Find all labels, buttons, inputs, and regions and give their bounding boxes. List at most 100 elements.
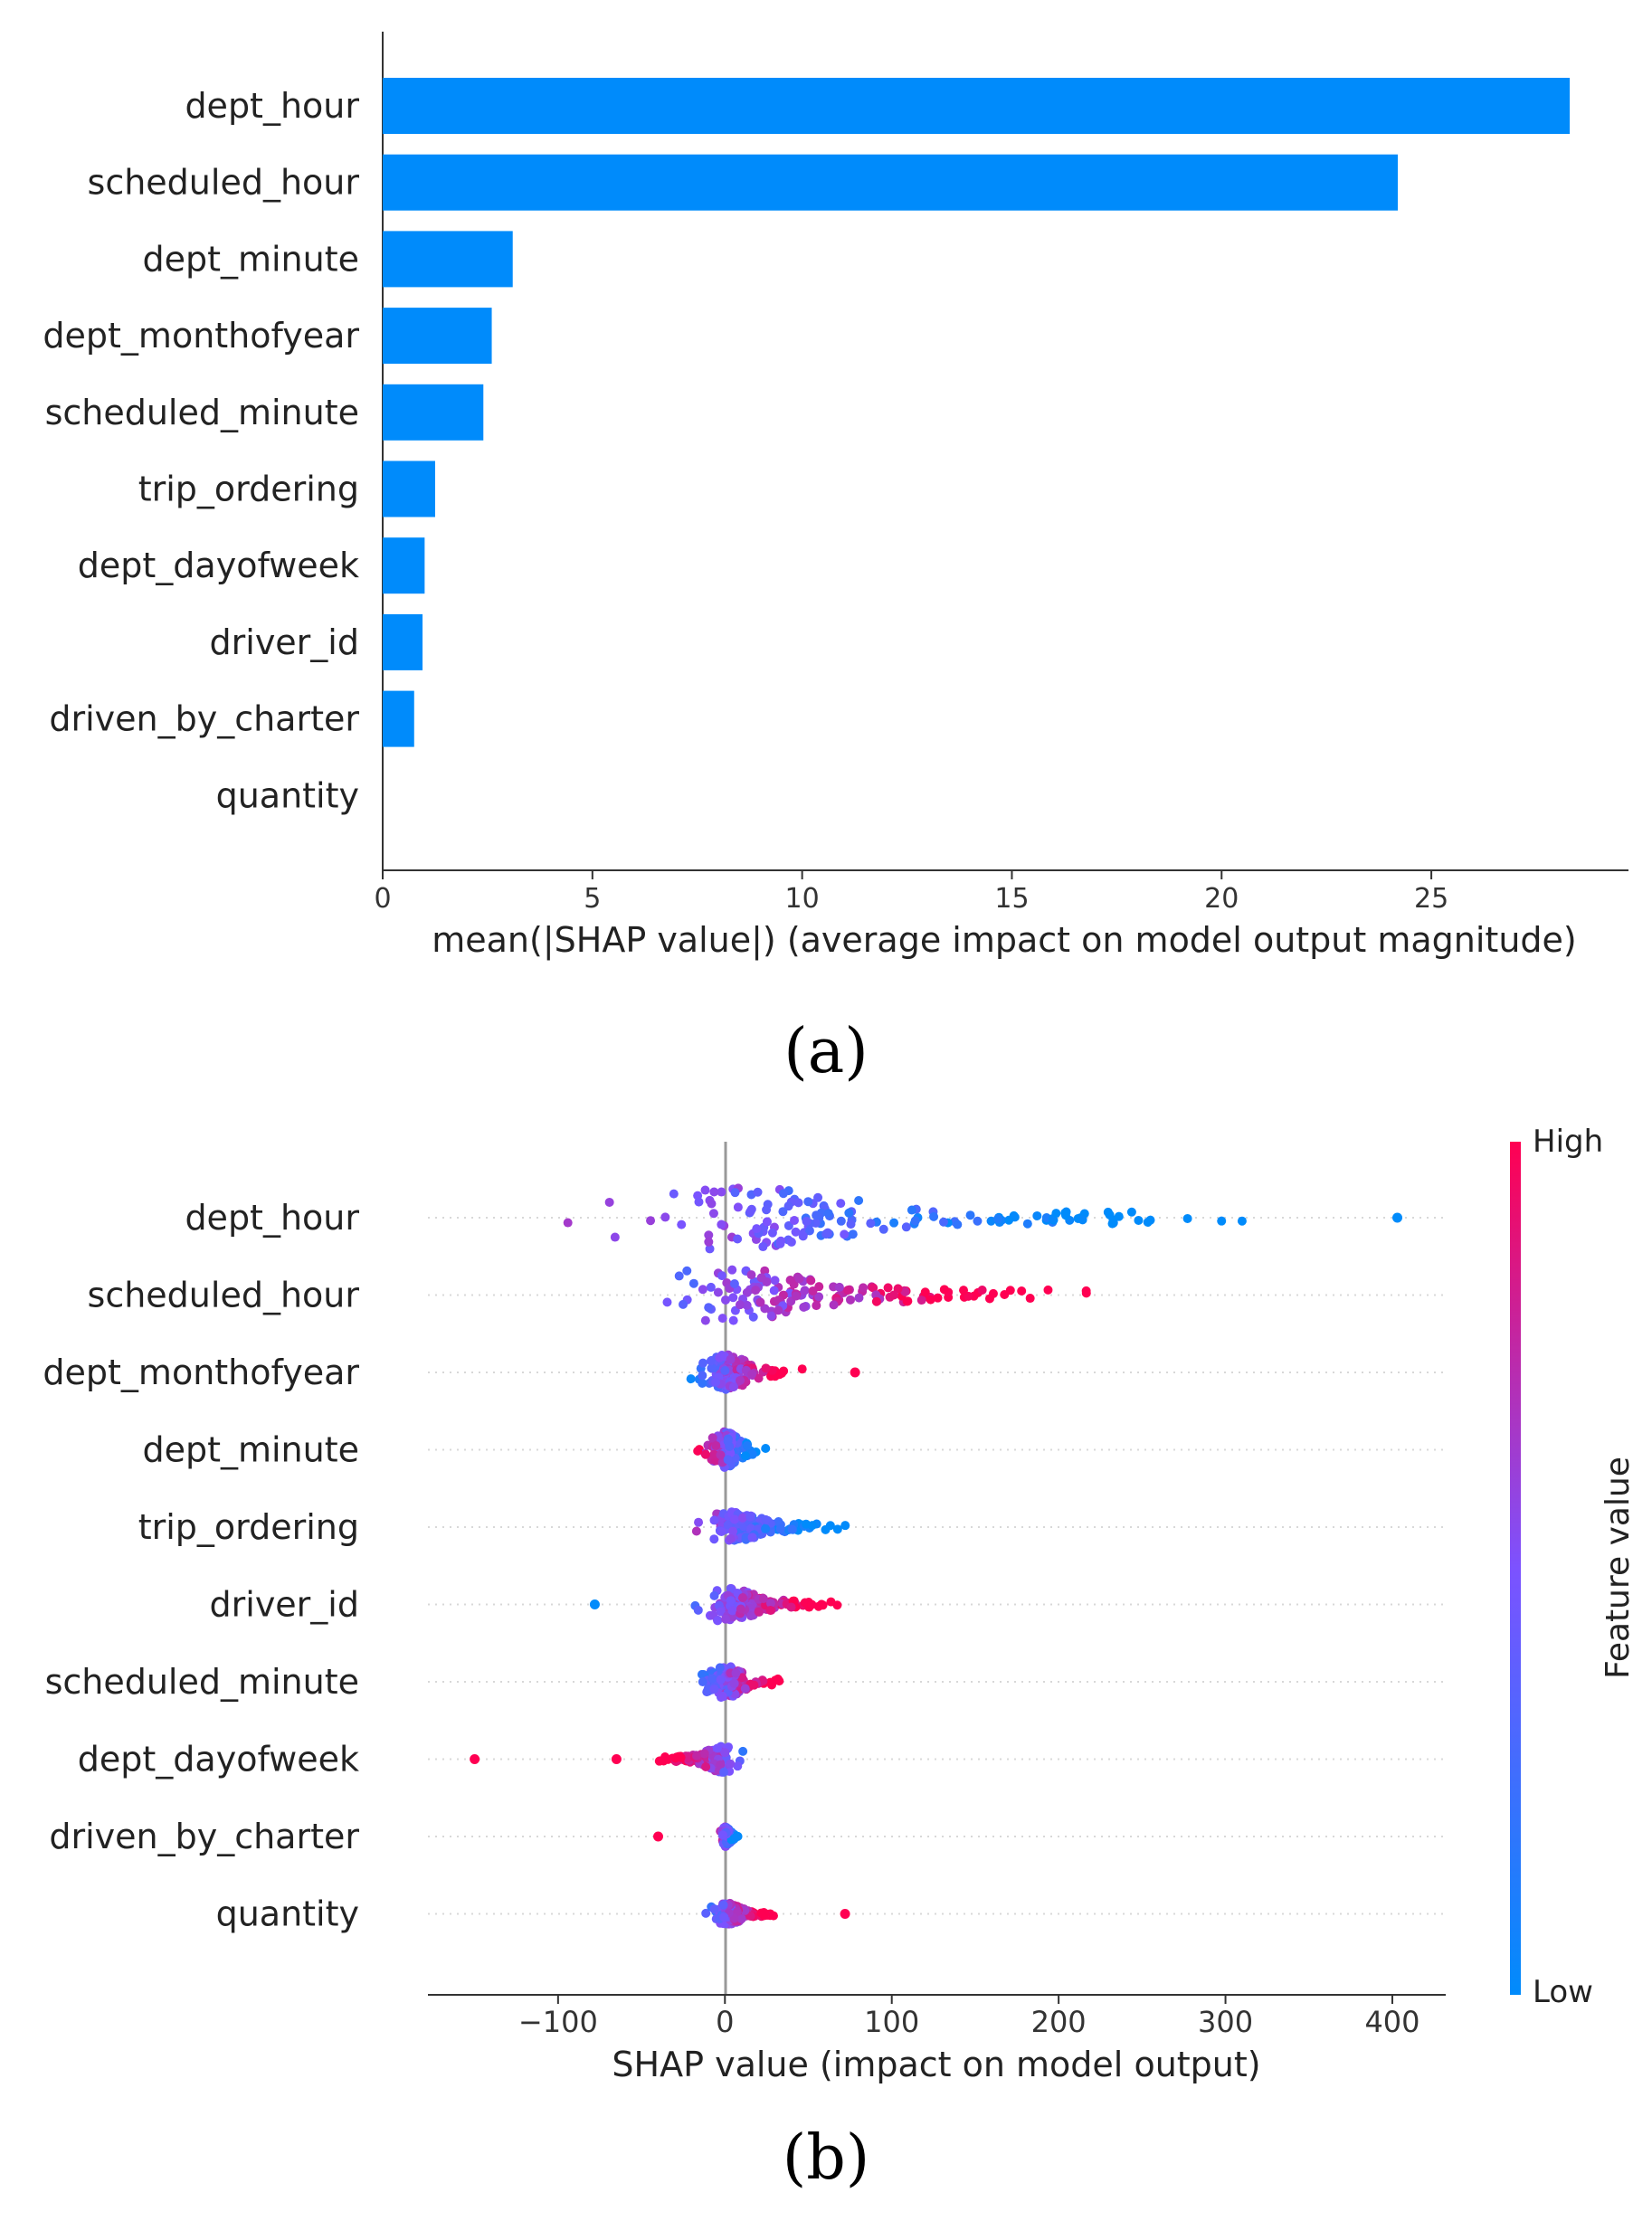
panel-b-dot: [751, 1286, 761, 1296]
panel-b-dot: [1017, 1286, 1027, 1296]
panel-b-dot: [729, 1279, 739, 1289]
panel-a-tick-label-5: 5: [584, 883, 601, 915]
panel-b-dot: [717, 1220, 726, 1229]
panel-b-dot: [733, 1202, 743, 1212]
panel-b-dot: [728, 1382, 738, 1392]
panel-b-dot: [854, 1293, 864, 1303]
panel-b-label-driven_by_charter: driven_by_charter: [49, 1817, 359, 1856]
panel-b-dot: [1060, 1210, 1070, 1220]
panel-b-dot: [745, 1912, 755, 1922]
bar-trip_ordering: [383, 460, 435, 517]
panel-b-tick-label-100: 100: [864, 2005, 919, 2039]
panel-b-dot: [803, 1197, 813, 1207]
bar-dept_monthofyear: [383, 308, 492, 365]
panel-b-dot: [699, 1749, 709, 1759]
panel-b-dot: [769, 1286, 779, 1296]
panel-b-dot: [704, 1303, 714, 1313]
panel-b-dot: [834, 1282, 844, 1292]
panel-b-dot: [731, 1832, 741, 1842]
bar-driven_by_charter: [383, 690, 414, 747]
panel-b-dot: [959, 1286, 969, 1296]
panel-b-dot: [846, 1295, 856, 1305]
panel-b-dot: [929, 1211, 939, 1221]
panel-b-dot: [766, 1311, 776, 1321]
panel-b-dot: [755, 1297, 765, 1307]
panel-b-dot: [683, 1753, 693, 1763]
panel-b-dot: [709, 1534, 719, 1544]
panel-b-dot: [719, 1767, 729, 1777]
panel-a-label-trip_ordering: trip_ordering: [138, 470, 359, 509]
panel-b-dot: [1022, 1219, 1032, 1229]
panel-b-dot: [778, 1207, 788, 1217]
panel-b-dot: [1103, 1207, 1113, 1217]
panel-b-dot: [701, 1761, 711, 1771]
panel-b-dot: [1032, 1210, 1042, 1220]
panel-b-dot: [742, 1441, 752, 1451]
panel-b-dot: [731, 1668, 741, 1678]
panel-b-dot: [709, 1187, 719, 1197]
panel-b-dot: [752, 1224, 762, 1234]
panel-b-dot: [730, 1188, 740, 1198]
panel-b-dot: [682, 1266, 692, 1276]
panel-b-dot: [720, 1748, 730, 1758]
panel-b-dot: [733, 1234, 743, 1244]
panel-b-dot: [720, 1614, 730, 1624]
panel-b-outlier-dot: [850, 1367, 860, 1378]
panel-b-dot: [844, 1208, 854, 1218]
panel-b-dot: [701, 1908, 711, 1918]
panel-b-dot: [709, 1685, 719, 1694]
panel-a-tick-label-20: 20: [1204, 883, 1239, 915]
panel-b-dot: [717, 1691, 727, 1701]
panel-b-dot: [660, 1212, 670, 1222]
panel-b-dot: [729, 1514, 739, 1524]
panel-b-swarm-scheduled_hour: [662, 1265, 1091, 1325]
panel-b-label-quantity: quantity: [216, 1894, 359, 1934]
panel-b-dot: [939, 1285, 949, 1295]
panel-b-dot: [712, 1743, 722, 1753]
panel-b-dot: [889, 1218, 899, 1228]
colorbar: [1510, 1142, 1521, 1995]
panel-b-dot: [747, 1449, 757, 1459]
panel-b-dot: [677, 1220, 687, 1229]
panel-b-dot: [720, 1365, 730, 1375]
panel-b-label-trip_ordering: trip_ordering: [138, 1507, 359, 1547]
panel-b-dot: [738, 1746, 748, 1756]
panel-b-dot: [717, 1314, 727, 1324]
panel-b-dot: [883, 1283, 893, 1293]
panel-b-dot: [674, 1271, 684, 1281]
panel-b-label-dept_minute: dept_minute: [142, 1430, 359, 1470]
panel-a-category-labels: dept_hour scheduled_hour dept_minute dept_m…: [43, 86, 359, 815]
panel-b-label-dept_dayofweek: dept_dayofweek: [78, 1740, 359, 1780]
panel-b-dot: [563, 1218, 573, 1228]
panel-b-tick-label-400: 400: [1364, 2005, 1419, 2039]
panel-b-dot: [700, 1185, 710, 1195]
panel-b-dot: [762, 1205, 772, 1215]
panel-b-dot: [1025, 1294, 1035, 1304]
panel-b-dot: [965, 1210, 975, 1220]
panel-b-dot: [704, 1237, 714, 1247]
panel-b-label-driver_id: driver_id: [210, 1585, 359, 1625]
panel-b-dot: [726, 1533, 736, 1543]
panel-b-dot: [693, 1605, 703, 1615]
panel-b-swarm-driver_id: [589, 1583, 842, 1626]
panel-b-dot: [812, 1301, 821, 1311]
panel-b-dot: [832, 1524, 842, 1534]
panel-b-dot: [859, 1283, 869, 1293]
panel-b-dot: [754, 1607, 764, 1617]
panel-b-dot: [900, 1286, 910, 1296]
panel-b-swarm-dept_hour: [563, 1183, 1403, 1254]
panel-b-dot: [709, 1590, 719, 1600]
colorbar-low-label: Low: [1533, 1974, 1593, 2010]
panel-b-dot: [705, 1244, 715, 1254]
panel-b-dot: [767, 1680, 777, 1690]
panel-b-dot: [761, 1444, 771, 1454]
panel-b-dot: [693, 1446, 703, 1456]
panel-b-dot: [829, 1300, 839, 1310]
panel-b-dot: [749, 1680, 759, 1690]
panel-b-dot: [878, 1224, 888, 1234]
panel-b-dot: [660, 1751, 670, 1761]
panel-b-outlier-dot: [611, 1754, 622, 1764]
panel-b-dot: [726, 1596, 736, 1606]
panel-b-category-labels: dept_hour scheduled_hour dept_monthofyeard…: [43, 1198, 359, 1934]
panel-b-dot: [901, 1222, 911, 1232]
